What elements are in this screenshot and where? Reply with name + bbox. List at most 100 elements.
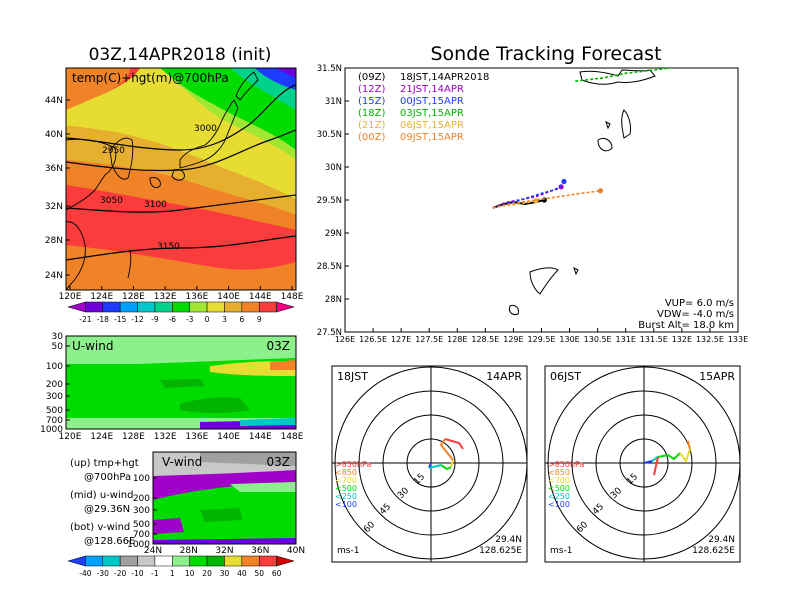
y-tick-label: 28.5N	[317, 262, 342, 272]
x-tick-label: 28N	[180, 546, 198, 556]
x-tick-label: 128E	[122, 292, 145, 302]
track-x-ticks: 126E 126.5E 127E 127.5E 128E 128.5E 129E 129.5E…	[335, 328, 748, 344]
hodo-level-label: <850	[548, 468, 570, 477]
hodo-trace	[439, 438, 454, 461]
contour-label: 3050	[100, 196, 123, 206]
colorbar-swatch	[241, 301, 260, 313]
x-tick-label: 129E	[503, 335, 523, 344]
y-tick-label: 300	[133, 506, 150, 516]
y-tick-label: 29N	[325, 229, 342, 239]
track-legend-code: (21Z)	[358, 120, 385, 131]
hodo-trace	[657, 452, 681, 461]
x-tick-label: 127E	[391, 335, 411, 344]
y-tick-label: 700	[46, 416, 63, 426]
y-tick-label: 28N	[325, 295, 342, 305]
x-tick-label: 133E	[728, 335, 748, 344]
colorbar-swatch	[67, 555, 86, 567]
tracking-map-panel: 31.5N 31N 30.5N 30N 29.5N 29N 28.5N 28N 27.5N 12…	[317, 64, 748, 344]
hodo-trace	[653, 456, 659, 476]
x-tick-label: 32N	[215, 546, 233, 556]
colorbar-label: 40	[237, 569, 247, 578]
colorbar-swatch	[85, 301, 104, 313]
colorbar-label: 50	[254, 569, 264, 578]
track-end-point	[597, 188, 604, 194]
colorbar-swatch	[119, 301, 138, 313]
legend-note-sub: @128.66E	[84, 536, 135, 547]
vdw-info: VDW= -4.0 m/s	[657, 309, 734, 320]
temp-fill	[66, 68, 296, 290]
colorbar-label: -15	[114, 315, 126, 324]
track-series	[492, 68, 675, 209]
track-line	[492, 190, 601, 209]
y-tick-label: 40N	[45, 130, 63, 140]
y-tick-label: 50	[52, 342, 64, 352]
colorbar-swatch	[102, 555, 121, 567]
colorbar-label: 3	[222, 315, 227, 324]
x-tick-label: 148E	[281, 292, 304, 302]
y-tick-label: 200	[133, 494, 150, 504]
track-legend-text: 03JST,15APR	[400, 108, 464, 119]
x-tick-label: 129.5E	[528, 335, 556, 344]
x-tick-label: 127.5E	[415, 335, 443, 344]
y-tick-label: 30N	[325, 163, 342, 173]
temp-map-panel: temp(C)+hgt(m)@700hPa 3000 2950 3050 310…	[45, 67, 304, 324]
colorbar-swatch	[172, 555, 190, 567]
x-tick-label: 120E	[59, 292, 82, 302]
hodo-level-label: >850hPa	[548, 460, 585, 469]
colorbar-swatch	[137, 555, 156, 567]
colorbar-swatch	[189, 301, 208, 313]
colorbar-swatch	[172, 301, 190, 313]
y-tick-label: 500	[46, 406, 63, 416]
y-tick-label: 44N	[45, 96, 63, 106]
main-title: 03Z,14APR2018 (init)	[89, 45, 272, 65]
colorbar-label: -21	[79, 315, 91, 324]
hodo-trace	[440, 464, 452, 471]
hodo-frame	[331, 365, 528, 563]
hodo-date: 14APR	[486, 370, 522, 383]
contour-label: 3150	[157, 242, 180, 252]
y-tick-label: 1000	[127, 540, 150, 550]
x-tick-label: 132E	[154, 432, 177, 442]
track-legend-text: 00JST,15APR	[400, 96, 464, 107]
track-legend-code: (18Z)	[358, 108, 385, 119]
hodo-lat: 29.4N	[708, 535, 735, 545]
tracking-title: Sonde Tracking Forecast	[430, 43, 661, 65]
colorbar-label: -40	[79, 569, 91, 578]
legend-note-sub: @700hPa	[84, 472, 131, 483]
hodo-level-label: <100	[548, 500, 570, 509]
temp-x-ticks: 120E 124E 128E 132E 136E 140E 144E 148E	[59, 286, 304, 302]
colorbar-label: -1	[151, 569, 159, 578]
colorbar-swatch	[206, 301, 225, 313]
v-wind-label: V-wind	[162, 455, 202, 469]
v-wind-x-ticks: 24N 28N 32N 36N 40N	[144, 546, 305, 556]
y-tick-label: 36N	[45, 164, 63, 174]
hodo-trace	[687, 440, 691, 450]
x-tick-label: 144E	[249, 292, 272, 302]
track-legend-text: 09JST,15APR	[400, 132, 464, 143]
x-tick-label: 140E	[217, 292, 240, 302]
colorbar-label: 20	[202, 569, 212, 578]
v-wind-time: 03Z	[267, 455, 291, 469]
y-tick-label: 31N	[325, 97, 342, 107]
hodo-time: 18JST	[337, 370, 368, 383]
x-tick-label: 24N	[144, 546, 162, 556]
hodo-level-label: >850hPa	[335, 460, 372, 469]
colorbar-swatch	[85, 555, 104, 567]
track-legend-text: 06JST,15APR	[400, 120, 464, 131]
hodo-level-label: <700	[548, 476, 570, 485]
colorbar-label: -30	[97, 569, 109, 578]
x-tick-label: 130E	[559, 335, 579, 344]
wind-colorbar: -40 -30 -20 -10 -1 1 10 20 30 40 50 60	[67, 555, 295, 578]
colorbar-label: 1	[170, 569, 175, 578]
contour-label: 3000	[194, 124, 217, 134]
track-legend-text: 21JST,14APR	[400, 84, 464, 95]
y-tick-label: 700	[133, 530, 150, 540]
x-tick-label: 40N	[287, 546, 305, 556]
hodo-level-label: <250	[335, 492, 357, 501]
x-tick-label: 128E	[122, 432, 145, 442]
